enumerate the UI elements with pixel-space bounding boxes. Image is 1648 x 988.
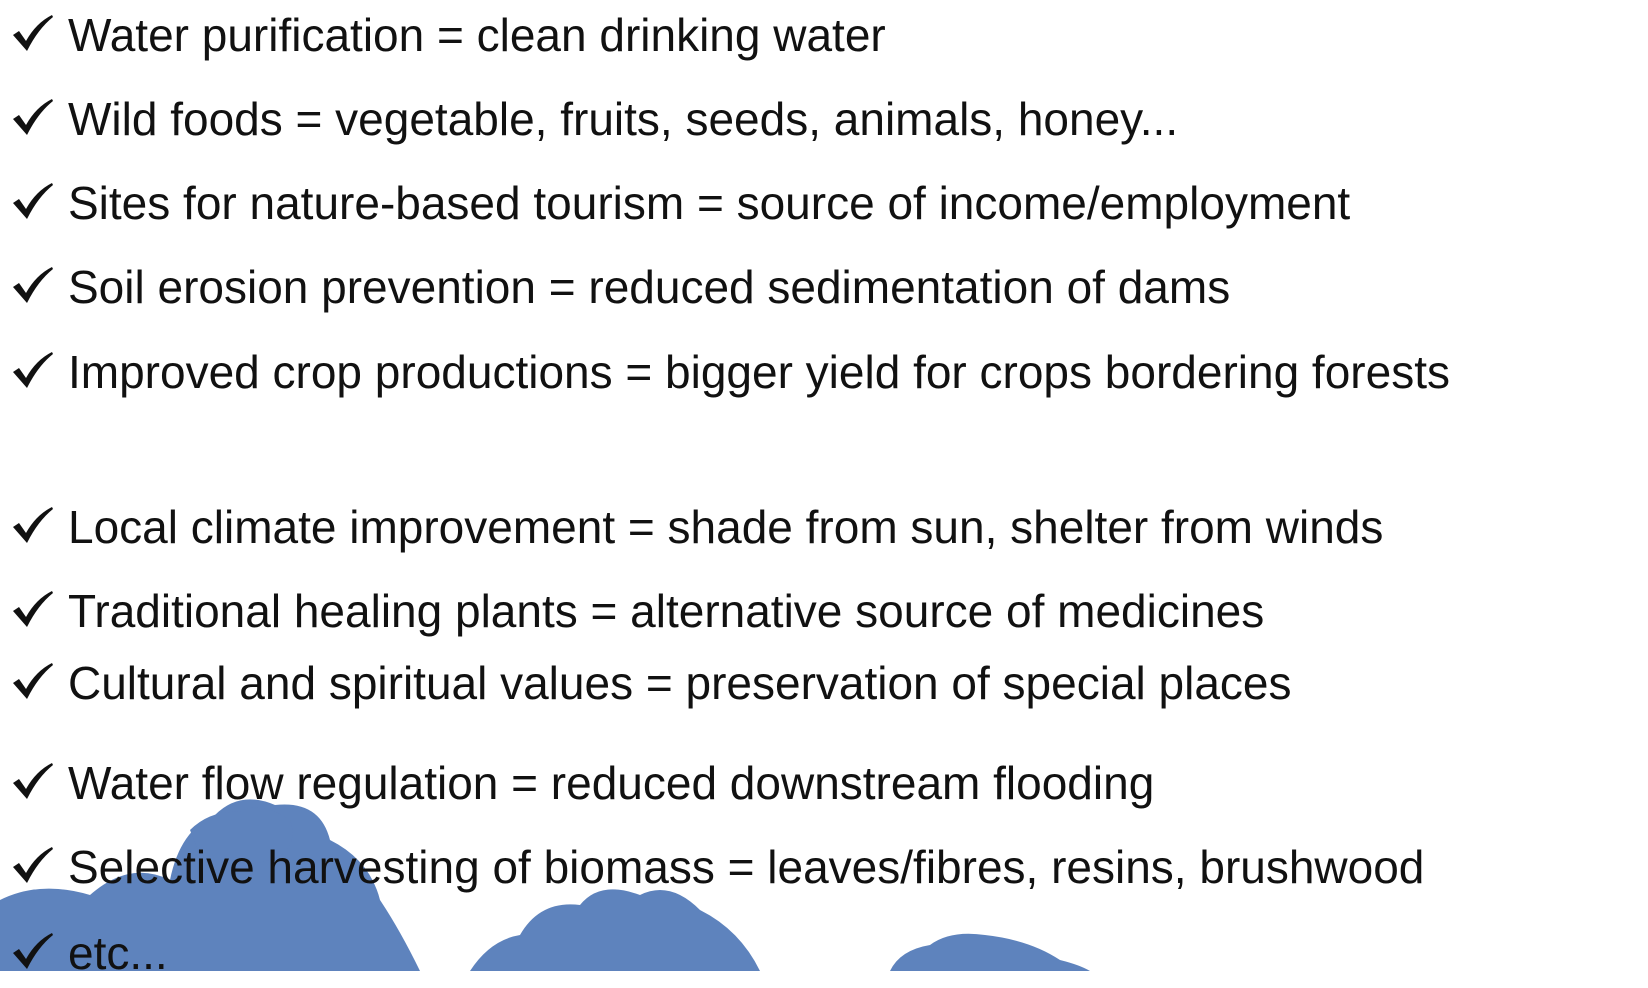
item-text: Cultural and spiritual values = preserva… — [68, 657, 1292, 709]
list-item: etc... — [10, 918, 1640, 988]
list-item: Water purification = clean drinking wate… — [10, 0, 1640, 70]
item-text: Improved crop productions = bigger yield… — [68, 346, 1450, 398]
item-text: Wild foods = vegetable, fruits, seeds, a… — [68, 93, 1179, 145]
check-icon — [13, 663, 53, 699]
item-text: Soil erosion prevention = reduced sedime… — [68, 261, 1231, 313]
check-icon — [13, 933, 53, 969]
check-icon — [13, 99, 53, 135]
item-text: Sites for nature-based tourism = source … — [68, 177, 1351, 229]
list-item: Wild foods = vegetable, fruits, seeds, a… — [10, 84, 1640, 154]
list-item: Soil erosion prevention = reduced sedime… — [10, 252, 1640, 322]
list-item: Water flow regulation = reduced downstre… — [10, 748, 1640, 818]
item-text: Water flow regulation = reduced downstre… — [68, 757, 1155, 809]
item-text: Traditional healing plants = alternative… — [68, 585, 1265, 637]
item-text: Water purification = clean drinking wate… — [68, 9, 886, 61]
check-icon — [13, 591, 53, 627]
check-icon — [13, 847, 53, 883]
check-icon — [13, 352, 53, 388]
list-item: Selective harvesting of biomass = leaves… — [10, 832, 1640, 902]
list-item: Cultural and spiritual values = preserva… — [10, 648, 1640, 718]
check-icon — [13, 267, 53, 303]
list-item: Local climate improvement = shade from s… — [10, 492, 1640, 562]
list-item: Sites for nature-based tourism = source … — [10, 168, 1640, 238]
item-text: Selective harvesting of biomass = leaves… — [68, 841, 1425, 893]
check-icon — [13, 15, 53, 51]
check-icon — [13, 763, 53, 799]
list-item: Traditional healing plants = alternative… — [10, 576, 1640, 646]
item-text: Local climate improvement = shade from s… — [68, 501, 1384, 553]
check-icon — [13, 183, 53, 219]
item-text: etc... — [68, 927, 168, 979]
check-icon — [13, 507, 53, 543]
list-item: Improved crop productions = bigger yield… — [10, 337, 1640, 407]
